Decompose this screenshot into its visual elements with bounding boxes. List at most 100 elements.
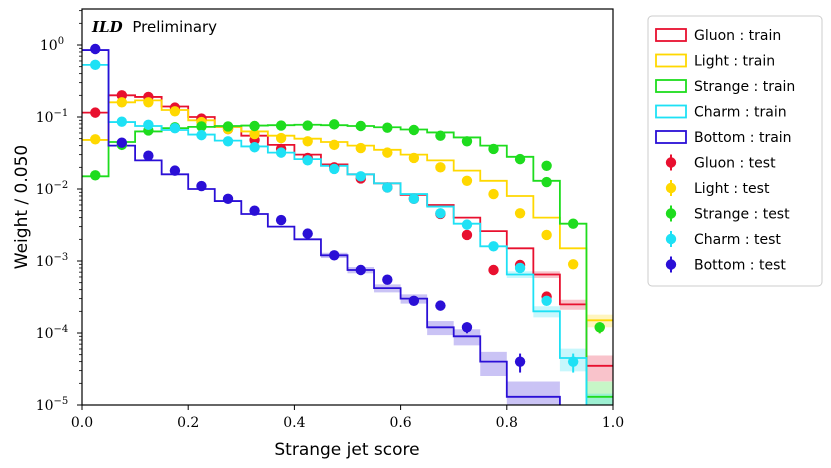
legend-label-3: Charm : train [694, 105, 787, 121]
test-point-strange-18 [541, 176, 552, 188]
train-step-lines [82, 49, 613, 405]
test-point-strange-19 [567, 218, 579, 229]
y-tick-label: 100 [40, 36, 64, 54]
test-point-strange-17 [541, 160, 552, 172]
x-tick-label: 0.4 [283, 415, 305, 431]
test-point-bottom-14 [461, 322, 473, 333]
legend-swatch-1 [655, 53, 687, 68]
legend-label-7: Strange : test [694, 207, 790, 223]
y-tick-label: 10−3 [36, 252, 69, 270]
test-point-charm-3 [169, 122, 181, 134]
test-point-bottom-5 [222, 193, 234, 205]
y-axis-ticks: 10−5 10−4 10−3 10−2 10−1 100 [36, 10, 82, 414]
band-bottom-18 [560, 407, 587, 420]
test-point-gluon-14 [461, 229, 473, 241]
test-point-strange-14 [461, 136, 473, 147]
legend-label-8: Charm : test [694, 232, 781, 248]
band-gluon-19 [586, 355, 613, 382]
test-point-strange-5 [222, 121, 234, 132]
test-point-charm-13 [435, 208, 446, 219]
test-point-light-0 [90, 134, 101, 145]
test-point-bottom-8 [302, 228, 313, 239]
test-point-bottom-2 [143, 150, 154, 161]
legend-swatch-0 [655, 28, 687, 42]
test-point-strange-6 [249, 120, 260, 132]
test-point-charm-11 [382, 182, 393, 193]
legend-marker-5 [665, 157, 677, 168]
test-points [90, 43, 605, 373]
test-point-strange-7 [275, 120, 287, 131]
legend-label-0: Gluon : train [694, 28, 781, 44]
test-point-gluon-0 [90, 107, 101, 118]
test-point-strange-8 [302, 120, 313, 131]
test-point-strange-10 [355, 120, 366, 132]
x-axis-title: Strange jet score [274, 440, 419, 460]
y-tick-label: 10−5 [36, 396, 69, 414]
test-point-strange-13 [435, 130, 446, 141]
legend-label-5: Gluon : test [694, 156, 776, 172]
legend-swatch-2 [655, 79, 687, 93]
test-point-light-8 [302, 136, 313, 147]
test-point-strange-4 [196, 121, 207, 132]
x-tick-label: 0.6 [389, 415, 411, 431]
test-point-strange-9 [329, 119, 340, 130]
test-point-strange-20 [594, 322, 605, 333]
test-point-bottom-13 [435, 300, 446, 311]
test-point-light-12 [408, 152, 420, 164]
test-point-bottom-9 [329, 250, 340, 261]
test-point-bottom-11 [382, 274, 393, 285]
test-point-bottom-0 [90, 43, 101, 55]
y-axis-title: Weight / 0.050 [12, 145, 32, 269]
legend-marker-6 [665, 182, 677, 194]
test-point-charm-16 [514, 262, 526, 274]
test-point-strange-11 [382, 122, 393, 133]
y-tick-label: 10−4 [36, 324, 69, 342]
test-point-bottom-10 [355, 264, 366, 276]
legend-marker-9 [665, 259, 677, 270]
test-point-charm-0 [90, 59, 101, 71]
x-tick-label: 0.8 [496, 415, 518, 431]
test-point-strange-15 [488, 143, 499, 155]
preliminary-label: Preliminary [132, 18, 217, 36]
test-point-charm-14 [461, 219, 473, 230]
test-point-bottom-1 [116, 137, 128, 148]
x-tick-label: 0.2 [177, 415, 199, 431]
y-tick-label: 10−1 [36, 108, 69, 126]
test-point-light-9 [329, 139, 340, 151]
test-point-light-17 [541, 229, 552, 241]
legend: Gluon : train Light : train Strange : trai… [647, 15, 823, 287]
legend-box [647, 15, 823, 287]
legend-label-6: Light : test [694, 181, 770, 197]
test-point-bottom-6 [249, 205, 260, 216]
legend-marker-8 [665, 233, 677, 245]
test-point-strange-0 [90, 170, 101, 181]
legend-marker-7 [665, 208, 677, 219]
experiment-annotation: ILD Preliminary [91, 18, 217, 36]
test-point-light-11 [382, 147, 393, 158]
band-charm-19 [586, 393, 613, 405]
test-point-light-10 [355, 142, 366, 154]
train-line-charm [82, 63, 588, 405]
test-point-charm-10 [355, 171, 366, 182]
test-point-bottom-3 [169, 165, 181, 176]
band-bottom-17 [533, 381, 560, 405]
test-point-charm-8 [302, 155, 313, 166]
legend-label-4: Bottom : train [694, 130, 792, 146]
test-point-light-13 [435, 162, 446, 173]
band-bottom-14 [453, 329, 481, 346]
test-point-charm-4 [196, 129, 207, 141]
test-point-bottom-16 [514, 356, 526, 367]
test-point-light-14 [461, 175, 473, 186]
test-point-strange-12 [408, 124, 420, 136]
test-point-charm-6 [249, 142, 260, 153]
x-axis-ticks: 0.0 0.2 0.4 0.6 0.8 1.0 [71, 405, 624, 431]
legend-swatch-4 [655, 130, 687, 144]
test-point-bottom-12 [408, 295, 420, 307]
legend-label-1: Light : train [694, 54, 775, 70]
test-point-charm-2 [143, 119, 154, 130]
test-point-light-18 [567, 259, 579, 270]
test-point-bottom-4 [196, 180, 207, 192]
test-point-charm-7 [275, 147, 287, 158]
band-bottom-15 [480, 351, 507, 376]
